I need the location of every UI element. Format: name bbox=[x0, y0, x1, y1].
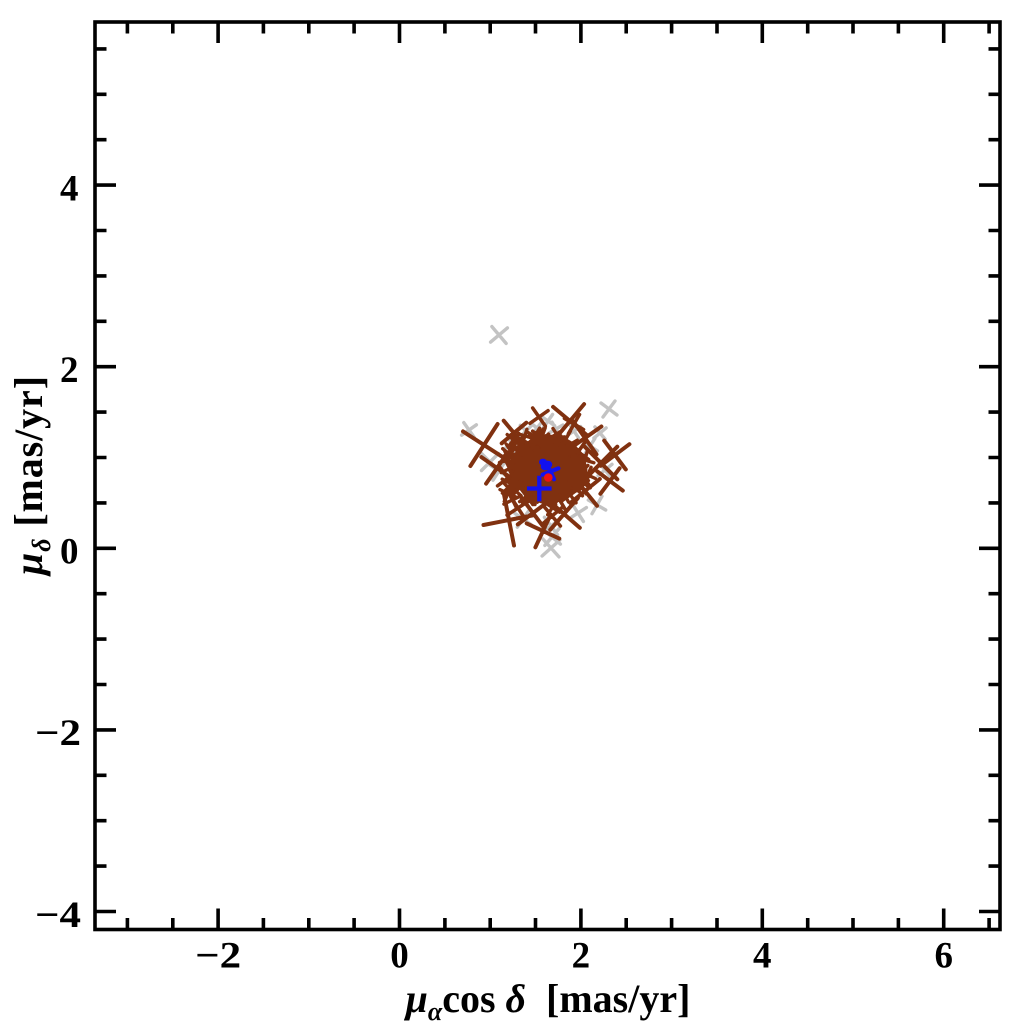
svg-text:4: 4 bbox=[60, 168, 79, 209]
svg-text:μδ [mas/yr]: μδ [mas/yr] bbox=[6, 375, 56, 577]
svg-text:−2: −2 bbox=[35, 713, 81, 754]
svg-text:−2: −2 bbox=[195, 936, 241, 977]
svg-text:2: 2 bbox=[60, 350, 79, 391]
svg-text:2: 2 bbox=[572, 936, 591, 977]
svg-text:−4: −4 bbox=[35, 895, 81, 936]
svg-text:μαcos δ [mas/yr]: μαcos δ [mas/yr] bbox=[404, 976, 691, 1024]
svg-text:0: 0 bbox=[390, 936, 409, 977]
svg-text:6: 6 bbox=[934, 936, 953, 977]
svg-text:0: 0 bbox=[60, 532, 79, 573]
svg-text:4: 4 bbox=[753, 936, 772, 977]
